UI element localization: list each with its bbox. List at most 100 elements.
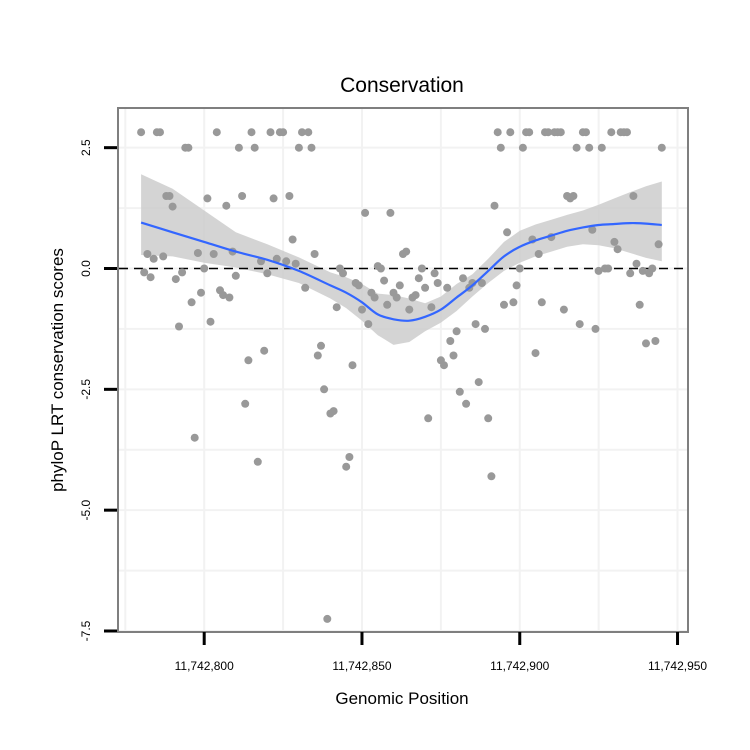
data-point bbox=[291, 259, 300, 268]
data-point bbox=[430, 269, 439, 278]
data-point bbox=[168, 202, 177, 211]
data-point bbox=[238, 192, 247, 200]
x-tick-label: 11,742,800 bbox=[175, 659, 234, 673]
confidence-band-area bbox=[141, 174, 662, 345]
data-point bbox=[380, 276, 389, 285]
data-point bbox=[506, 128, 515, 137]
data-point bbox=[496, 143, 505, 152]
data-point bbox=[585, 143, 594, 152]
data-point bbox=[332, 303, 341, 312]
smooth-trend-line bbox=[140, 221, 662, 322]
data-point bbox=[525, 128, 534, 137]
data-point bbox=[358, 305, 366, 314]
data-point bbox=[395, 281, 404, 290]
data-point bbox=[459, 274, 467, 283]
data-point bbox=[610, 237, 619, 246]
data-point bbox=[146, 273, 155, 282]
data-point bbox=[402, 247, 411, 256]
data-point bbox=[449, 351, 458, 360]
data-point bbox=[642, 339, 650, 348]
data-point bbox=[537, 298, 546, 307]
data-point bbox=[405, 305, 414, 314]
data-point bbox=[487, 472, 496, 481]
data-point bbox=[503, 228, 512, 237]
data-point bbox=[361, 208, 370, 217]
data-point bbox=[203, 194, 212, 203]
data-point bbox=[149, 254, 158, 263]
data-point bbox=[279, 128, 288, 137]
data-point bbox=[342, 462, 351, 471]
data-point bbox=[462, 399, 471, 408]
data-point bbox=[250, 143, 259, 152]
data-point bbox=[354, 281, 363, 290]
data-point bbox=[339, 269, 347, 278]
data-point bbox=[140, 268, 149, 277]
data-point bbox=[440, 361, 448, 370]
data-point bbox=[452, 327, 461, 336]
data-point bbox=[263, 269, 272, 278]
data-point bbox=[320, 385, 329, 394]
data-point bbox=[477, 279, 486, 287]
data-point bbox=[588, 225, 597, 234]
data-point bbox=[471, 320, 480, 329]
data-point bbox=[222, 201, 231, 210]
data-point bbox=[427, 303, 436, 312]
data-point bbox=[531, 349, 540, 358]
data-point bbox=[512, 281, 521, 290]
data-point bbox=[184, 143, 193, 152]
data-point bbox=[231, 271, 240, 280]
data-point bbox=[414, 274, 423, 283]
confidence-band bbox=[141, 174, 662, 345]
data-point bbox=[509, 298, 518, 307]
data-point bbox=[534, 250, 543, 258]
data-point bbox=[569, 192, 578, 200]
data-point bbox=[629, 192, 638, 200]
data-point bbox=[421, 283, 430, 292]
data-point bbox=[443, 283, 452, 292]
data-point bbox=[575, 320, 584, 329]
data-point bbox=[518, 143, 527, 152]
x-axis-title: Genomic Position bbox=[335, 689, 468, 708]
data-point bbox=[484, 414, 493, 423]
data-point bbox=[481, 324, 489, 333]
data-point bbox=[386, 208, 395, 217]
data-point bbox=[623, 128, 631, 137]
data-point bbox=[613, 245, 622, 254]
data-point bbox=[383, 300, 392, 309]
data-point bbox=[310, 250, 319, 258]
data-point bbox=[607, 128, 616, 137]
data-point bbox=[651, 337, 660, 345]
data-point bbox=[241, 399, 250, 408]
data-point bbox=[591, 324, 600, 333]
data-point bbox=[175, 322, 183, 331]
data-point bbox=[269, 194, 278, 203]
data-point bbox=[493, 128, 502, 137]
data-point bbox=[411, 291, 420, 300]
data-point bbox=[515, 264, 524, 273]
x-tick-label: 11,742,850 bbox=[332, 659, 391, 673]
data-point bbox=[209, 250, 218, 258]
data-point bbox=[392, 293, 401, 302]
data-point bbox=[137, 128, 146, 137]
data-point bbox=[370, 293, 379, 302]
data-point bbox=[282, 257, 291, 266]
y-axis-title: phyloP LRT conservation scores bbox=[48, 248, 67, 492]
data-point bbox=[165, 192, 174, 200]
y-axis-ticks: 2.5 0.0 -2.5 -5.0 -7.5 bbox=[79, 139, 117, 641]
data-point bbox=[247, 128, 256, 137]
data-point bbox=[657, 143, 666, 152]
data-point bbox=[159, 252, 168, 261]
data-point bbox=[288, 235, 297, 244]
data-point bbox=[244, 356, 253, 365]
data-point bbox=[572, 143, 581, 152]
data-point bbox=[225, 293, 234, 302]
data-point bbox=[582, 128, 590, 137]
data-point bbox=[197, 288, 205, 297]
data-point bbox=[298, 128, 306, 137]
data-point bbox=[455, 387, 464, 396]
data-point bbox=[433, 279, 442, 287]
data-point bbox=[317, 341, 325, 350]
data-point bbox=[200, 264, 209, 273]
